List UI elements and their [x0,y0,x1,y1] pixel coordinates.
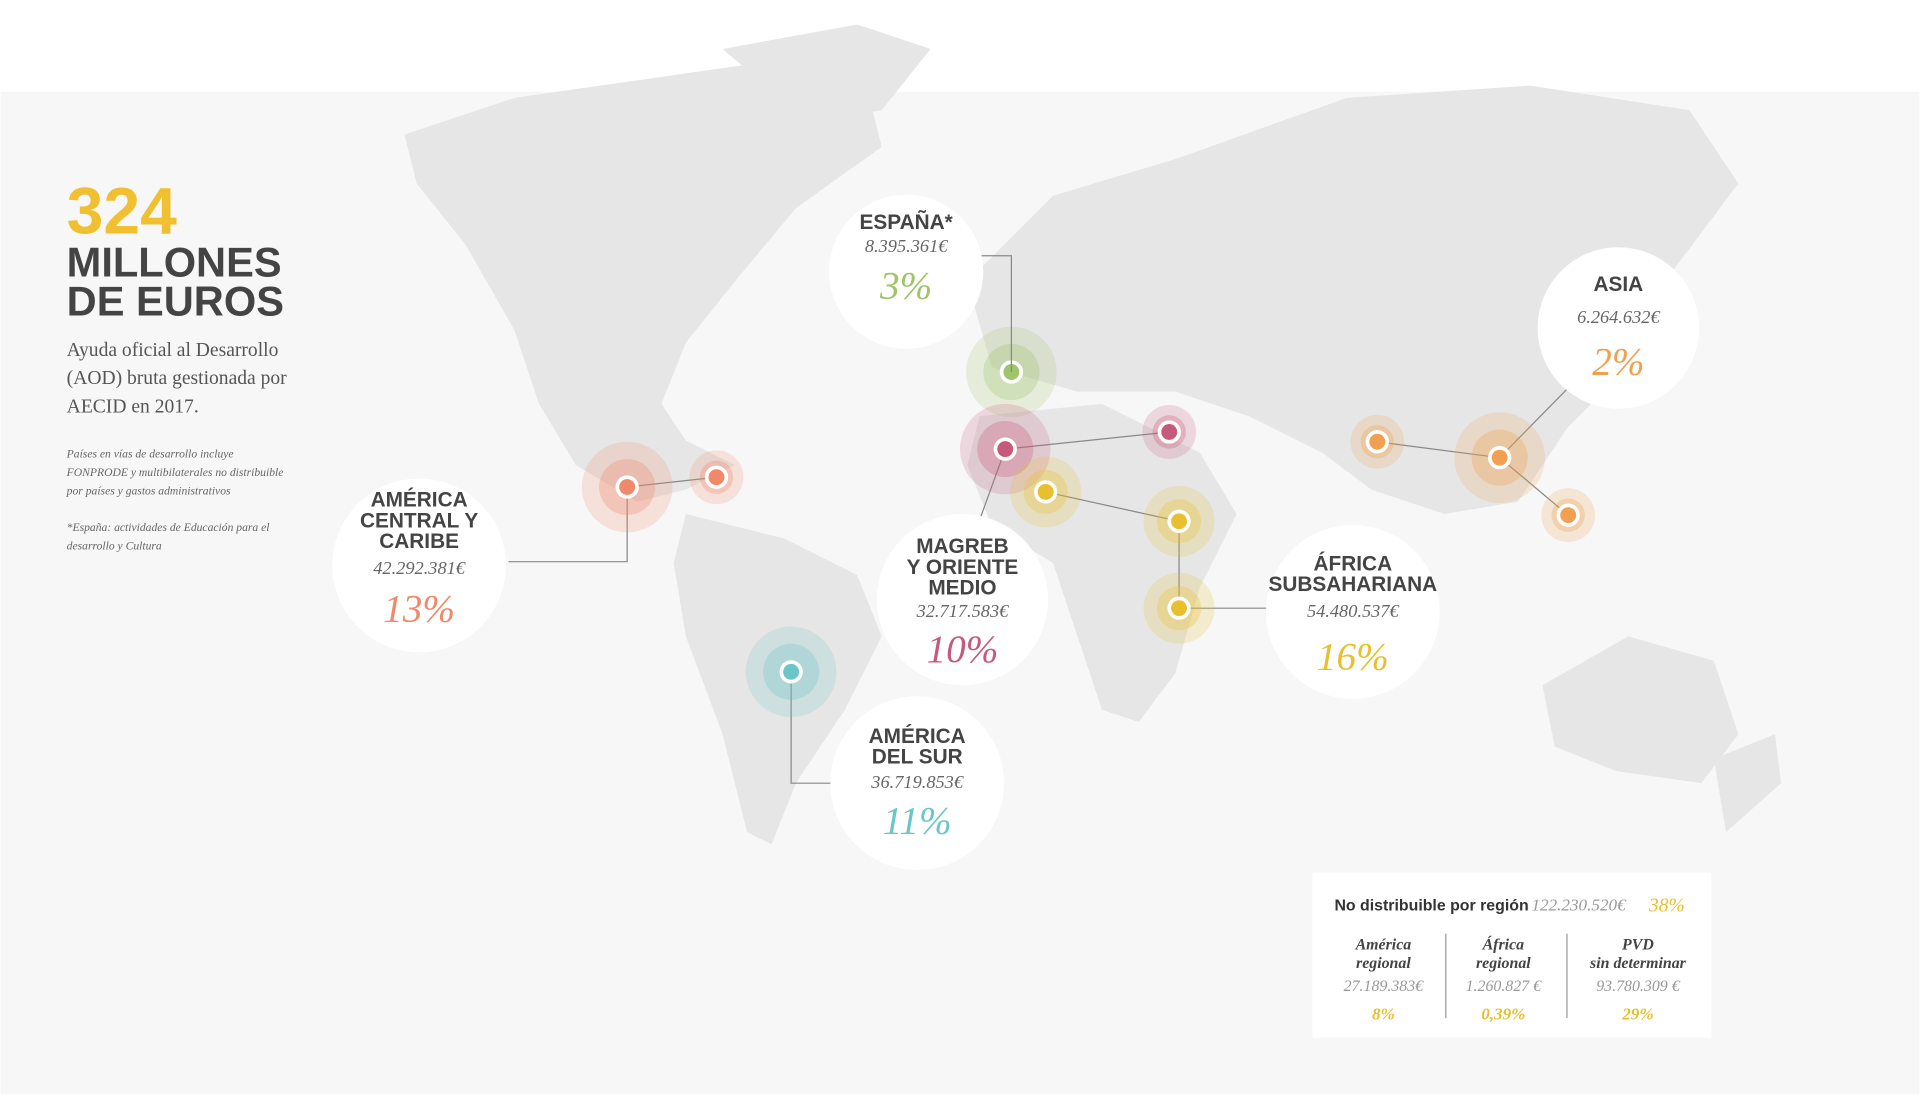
region-name: CENTRAL Y [360,509,478,532]
region-bubble [1537,247,1700,409]
location-dot [1034,480,1058,504]
region-percent: 13% [383,588,455,631]
region-name: ESPAÑA* [860,211,954,234]
undistributed-label: No distribuible por región [1334,897,1528,914]
description: (AOD) bruta gestionada por [67,368,287,389]
region-bubble [1265,524,1440,699]
region-bubble [876,513,1049,686]
item-name: PVD [1622,937,1654,954]
region-percent: 2% [1592,340,1644,383]
connector [790,671,833,784]
title-line: MILLONES [67,239,282,286]
region-name: AMÉRICA [869,725,966,748]
region-name: ASIA [1594,273,1644,296]
region-percent: 10% [927,628,999,671]
item-amount: 1.260.827 € [1466,978,1543,995]
region-bubble [830,696,1005,871]
item-name: regional [1356,955,1411,972]
note: desarrollo y Cultura [67,539,162,552]
location-dot [779,660,803,684]
item-name: América [1355,937,1412,954]
item-name: sin determinar [1589,955,1687,972]
region-name: CARIBE [379,530,459,553]
location-dot [993,437,1017,461]
description: Ayuda oficial al Desarrollo [67,340,279,361]
world-map [404,24,1782,845]
connector [979,255,1013,373]
region-amount: 54.480.537€ [1307,601,1400,621]
region-bubble [332,478,507,653]
undistributed-amount: 122.230.520€ [1531,895,1627,914]
item-name: regional [1476,955,1531,972]
region-name: MAGREB [916,535,1008,558]
location-dot [615,475,639,499]
location-dot [704,465,729,489]
region-bubble [829,194,984,349]
region-amount: 32.717.583€ [916,601,1010,621]
undistributed-percent: 38% [1648,896,1685,917]
connector [1499,388,1568,459]
connectors [508,255,1569,784]
description: AECID en 2017. [67,396,199,417]
region-amount: 36.719.853€ [870,772,964,792]
location-dot [1157,420,1181,444]
connector [1045,491,1268,609]
item-percent: 0,39% [1481,1004,1525,1023]
region-amount: 8.395.361€ [865,236,948,256]
item-percent: 8% [1372,1004,1395,1023]
region-name: AMÉRICA [371,489,468,512]
location-dot [1167,596,1191,620]
note: FONPRODE y multibilaterales no distribui… [66,466,284,479]
region-amount: 6.264.632€ [1577,307,1660,327]
region-name: ÁFRICA [1314,552,1393,575]
region-percent: 16% [1317,635,1389,678]
region-percent: 11% [883,799,952,842]
note: Países en vías de desarrollo incluye [66,448,234,461]
location-dot [1556,503,1580,527]
item-amount: 93.780.309 € [1596,978,1680,995]
region-amount: 42.292.381€ [373,558,466,578]
undistributed-box [1312,872,1712,1038]
location-dot [1488,446,1512,470]
region-name: DEL SUR [872,746,963,769]
region-name: Y ORIENTE [907,556,1019,579]
item-amount: 27.189.383€ [1344,978,1425,995]
region-name: SUBSAHARIANA [1268,573,1437,596]
region-percent: 3% [879,265,932,308]
region-name: MEDIO [928,577,996,600]
note: por países y gastos administrativos [66,484,231,497]
title-line: DE EUROS [67,278,284,325]
total-amount: 324 [67,175,177,249]
connector [508,476,717,563]
item-percent: 29% [1621,1004,1653,1023]
location-dot [1365,430,1389,454]
location-dot [1167,509,1191,533]
item-name: África [1482,935,1525,954]
note: *España: actividades de Educación para e… [67,521,270,534]
